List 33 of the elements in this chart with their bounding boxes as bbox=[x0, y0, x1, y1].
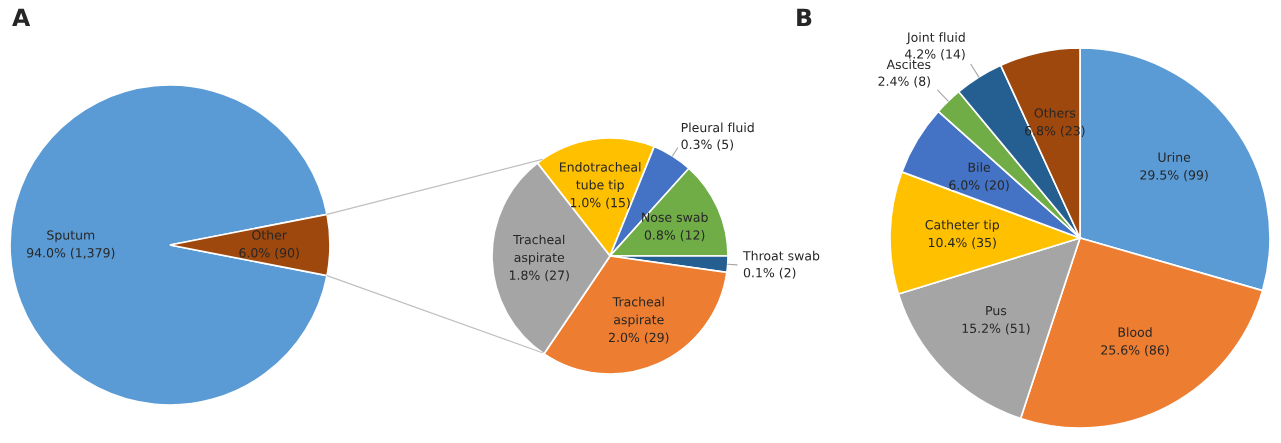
slice-label: Throat swab bbox=[742, 250, 820, 261]
slice-label: Sputum bbox=[47, 230, 95, 243]
data-label: 15.2% (51) bbox=[962, 323, 1030, 335]
data-label: 4.2% (14) bbox=[905, 49, 965, 61]
pie-slice bbox=[9, 84, 328, 406]
data-label: 94.0% (1,379) bbox=[26, 247, 115, 259]
data-label: 6.0% (90) bbox=[239, 247, 299, 259]
slice-label: Ascites bbox=[886, 59, 931, 70]
data-label: 10.4% (35) bbox=[928, 237, 996, 249]
data-label: 1.0% (15) bbox=[570, 197, 630, 209]
slice-label: Blood bbox=[1118, 327, 1152, 337]
slice-label: Catheter tip bbox=[925, 219, 1000, 232]
data-label: 0.1% (2) bbox=[743, 267, 796, 279]
data-label: 2.0% (29) bbox=[609, 332, 669, 344]
data-label: 1.8% (27) bbox=[509, 270, 569, 282]
slice-label: Bile bbox=[968, 162, 991, 172]
slice-label: Pus bbox=[986, 305, 1007, 316]
data-label: 6.0% (20) bbox=[949, 180, 1009, 192]
slice-label: Tracheal aspirate bbox=[612, 296, 664, 327]
slice-label: Tracheal aspirate bbox=[513, 234, 565, 265]
chart-title: B bbox=[797, 8, 812, 26]
slice-label: Other bbox=[252, 230, 287, 240]
chart-title: A bbox=[12, 8, 31, 26]
data-label: 0.3% (5) bbox=[681, 139, 734, 151]
slice-label: Joint fluid bbox=[906, 32, 965, 45]
slice-label: Pleural fluid bbox=[681, 122, 754, 133]
data-label: 0.8% (12) bbox=[644, 230, 705, 242]
slice-label: Endotracheal tube tip bbox=[560, 162, 641, 192]
data-label: 29.5% (99) bbox=[1140, 170, 1208, 182]
slice-label: Others bbox=[1034, 107, 1076, 118]
data-label: 25.6% (86) bbox=[1101, 345, 1169, 357]
data-label: 2.4% (8) bbox=[878, 76, 930, 88]
slice-label: Urine bbox=[1158, 152, 1191, 162]
